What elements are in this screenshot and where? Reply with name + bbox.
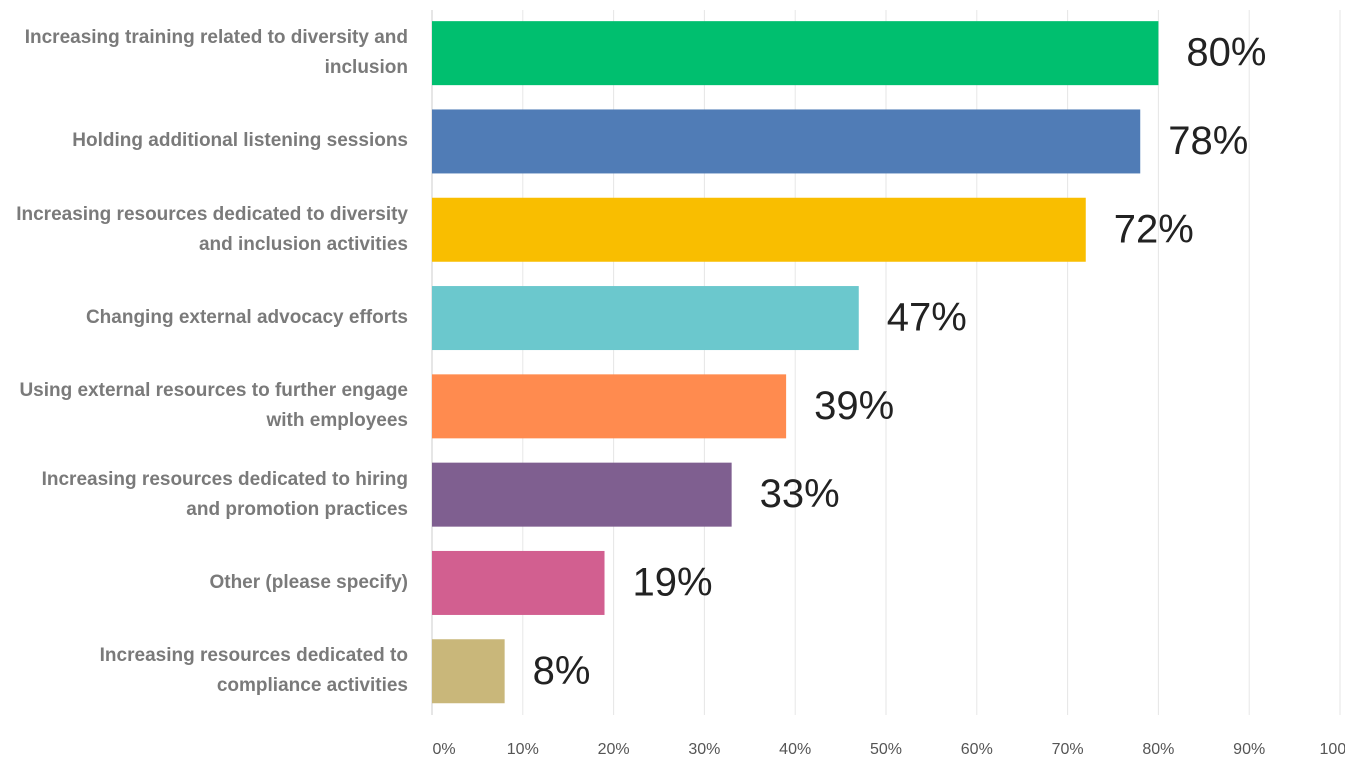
value-label: 78% (1168, 119, 1248, 163)
value-label: 19% (633, 561, 713, 605)
value-label: 39% (814, 384, 894, 428)
category-label: Changing external advocacy efforts (85, 307, 408, 329)
value-label: 8% (533, 649, 591, 693)
bar (432, 550, 605, 615)
value-label: 72% (1114, 207, 1194, 251)
bar (432, 462, 732, 527)
category-label: Increasing resources dedicated to hiring… (41, 468, 408, 520)
category-label: Increasing training related to diversity… (24, 27, 408, 79)
value-label: 80% (1186, 31, 1266, 75)
category-label: Increasing resources dedicated to divers… (16, 203, 408, 255)
x-tick-label: 90% (1233, 741, 1265, 758)
x-tick-label: 100% (1320, 741, 1345, 758)
x-tick-label: 0% (432, 741, 455, 758)
category-label: Increasing resources dedicated to compli… (99, 645, 408, 697)
category-label: Other (please specify) (209, 571, 408, 593)
bar (432, 197, 1086, 262)
x-tick-label: 50% (870, 741, 902, 758)
value-label: 33% (760, 472, 840, 516)
x-tick-label: 60% (961, 741, 993, 758)
x-tick-label: 80% (1142, 741, 1174, 758)
x-tick-label: 70% (1052, 741, 1084, 758)
category-label: Holding additional listening sessions (72, 130, 408, 152)
bar (432, 109, 1141, 174)
bar (432, 286, 859, 351)
bar (432, 374, 787, 439)
bar (432, 639, 505, 704)
x-tick-label: 10% (507, 741, 539, 758)
value-label: 47% (887, 296, 967, 340)
bar (432, 21, 1159, 86)
x-tick-label: 40% (779, 741, 811, 758)
category-label: Using external resources to further enga… (19, 380, 408, 432)
x-tick-label: 20% (598, 741, 630, 758)
x-tick-label: 30% (688, 741, 720, 758)
